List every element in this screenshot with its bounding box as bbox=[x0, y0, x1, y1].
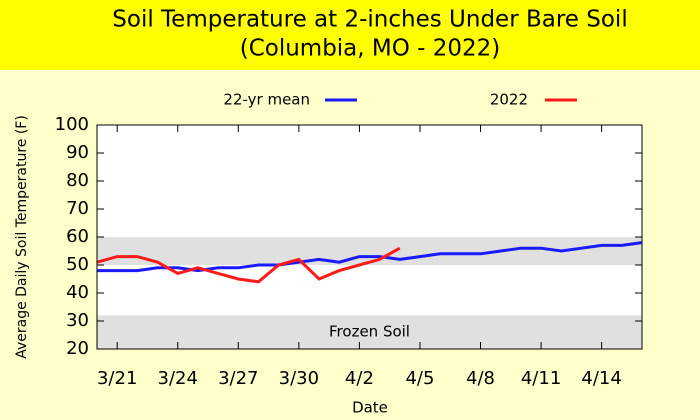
x-tick-label: 4/11 bbox=[521, 368, 561, 389]
series-line bbox=[96, 246, 401, 284]
title-band bbox=[0, 0, 700, 70]
x-tick-label: 3/21 bbox=[97, 368, 137, 389]
y-tick-label: 20 bbox=[66, 338, 89, 359]
x-axis-label: Date bbox=[352, 399, 388, 417]
x-tick-label: 3/30 bbox=[279, 368, 319, 389]
y-tick-label: 30 bbox=[66, 310, 89, 331]
x-tick-label: 4/5 bbox=[405, 368, 434, 389]
y-tick-label: 40 bbox=[66, 282, 89, 303]
chart-subtitle: (Columbia, MO - 2022) bbox=[240, 36, 501, 62]
y-tick-label: 90 bbox=[66, 142, 89, 163]
y-tick-label: 50 bbox=[66, 254, 89, 275]
chart-title: Soil Temperature at 2-inches Under Bare … bbox=[112, 7, 627, 33]
x-tick-label: 4/14 bbox=[581, 368, 621, 389]
legend-label: 2022 bbox=[490, 91, 528, 109]
y-tick-label: 70 bbox=[66, 198, 89, 219]
shaded-range bbox=[97, 315, 642, 349]
legend-label: 22-yr mean bbox=[223, 91, 310, 109]
x-tick-label: 4/8 bbox=[466, 368, 495, 389]
x-tick-label: 3/24 bbox=[158, 368, 198, 389]
y-tick-label: 100 bbox=[55, 114, 89, 135]
annotation: Frozen Soil bbox=[329, 323, 410, 341]
y-tick-label: 80 bbox=[66, 170, 89, 191]
x-tick-label: 3/27 bbox=[218, 368, 258, 389]
x-tick-label: 4/2 bbox=[345, 368, 374, 389]
plot-frame bbox=[96, 124, 643, 350]
y-axis-label: Average Daily Soil Temperature (F) bbox=[14, 115, 30, 359]
y-tick-label: 60 bbox=[66, 226, 89, 247]
